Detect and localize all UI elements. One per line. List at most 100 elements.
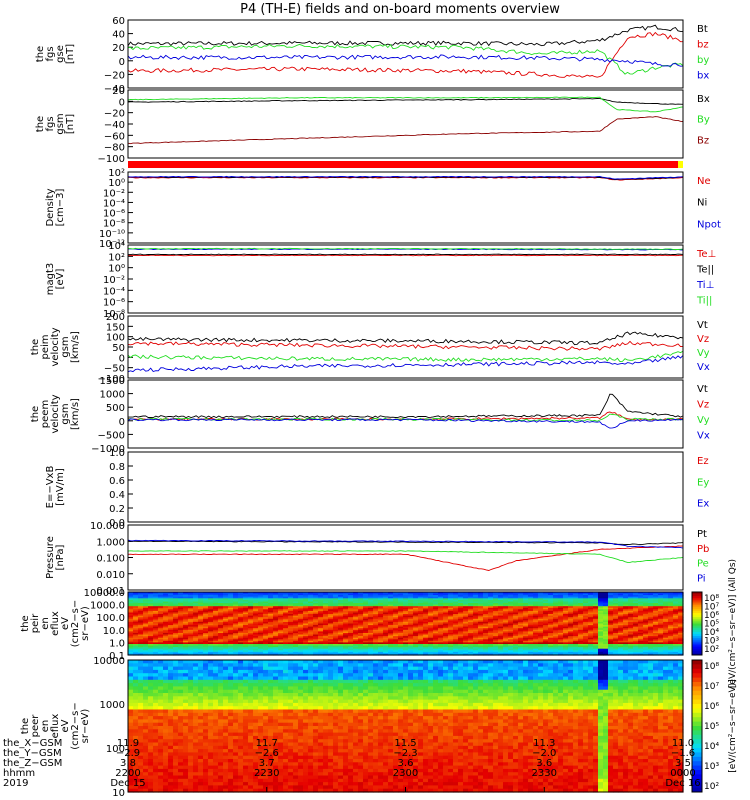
heatmap-cell (228, 640, 234, 643)
heatmap-cell (183, 637, 189, 640)
heatmap-cell (343, 606, 349, 609)
heatmap-cell (183, 612, 189, 615)
heatmap-cell (173, 607, 179, 610)
heatmap-cell (158, 618, 164, 621)
heatmap-cell (338, 647, 344, 650)
heatmap-cell (268, 640, 274, 643)
colorbar-segment (692, 623, 702, 627)
heatmap-cell (428, 598, 434, 601)
heatmap-cell (223, 618, 229, 621)
heatmap-cell (543, 607, 549, 610)
heatmap-cell (368, 645, 374, 648)
heatmap-cell (138, 755, 144, 760)
heatmap-cell (298, 647, 304, 650)
heatmap-cell (228, 621, 234, 625)
heatmap-cell (198, 612, 204, 615)
heatmap-cell (648, 606, 654, 609)
heatmap-cell (183, 636, 189, 639)
heatmap-cell (208, 634, 214, 637)
heatmap-cell (158, 645, 164, 648)
heatmap-cell (358, 606, 364, 609)
heatmap-cell (673, 650, 679, 653)
heatmap-cell (233, 607, 239, 610)
heatmap-cell (153, 666, 159, 671)
heatmap-cell (218, 604, 224, 607)
heatmap-cell (233, 604, 239, 607)
heatmap-cell (138, 702, 144, 707)
heatmap-cell (458, 610, 464, 614)
heatmap-cell (408, 603, 414, 606)
heatmap-cell (183, 617, 189, 620)
heatmap-cell (158, 596, 164, 599)
heatmap-cell (368, 647, 374, 650)
heatmap-cell (143, 745, 149, 750)
heatmap-cell (518, 617, 524, 620)
heatmap-cell (618, 617, 624, 620)
heatmap-cell (443, 634, 449, 637)
heatmap-cell (393, 596, 399, 599)
heatmap-cell (248, 603, 254, 606)
heatmap-cell (128, 765, 134, 770)
heatmap-cell (553, 614, 559, 617)
heatmap-cell (588, 596, 594, 599)
heatmap-cell (243, 628, 249, 631)
heatmap-cell (128, 592, 134, 595)
heatmap-cell (198, 606, 204, 609)
heatmap-cell (618, 625, 624, 628)
heatmap-cell (483, 621, 489, 625)
heatmap-cell (293, 642, 299, 645)
heatmap-cell (483, 618, 489, 621)
heatmap-cell (383, 647, 389, 650)
heatmap-cell (388, 647, 394, 650)
heatmap-cell (278, 592, 284, 595)
heatmap-cell (458, 609, 464, 612)
heatmap-cell (473, 601, 479, 604)
heatmap-cell (353, 645, 359, 648)
heatmap-cell (663, 629, 669, 632)
heatmap-cell (523, 610, 529, 614)
heatmap-cell (413, 604, 419, 607)
heatmap-cell (678, 631, 684, 634)
heatmap-cell (308, 612, 314, 615)
heatmap-cell (163, 644, 169, 647)
heatmap-cell (153, 623, 159, 626)
heatmap-cell (418, 593, 424, 596)
heatmap-cell (628, 628, 634, 631)
heatmap-cell (153, 696, 159, 701)
heatmap-cell (518, 625, 524, 628)
heatmap-cell (138, 663, 144, 668)
heatmap-cell (493, 628, 499, 631)
heatmap-cell (633, 607, 639, 610)
heatmap-cell (313, 640, 319, 643)
heatmap-cell (593, 598, 599, 601)
heatmap-cell (583, 628, 589, 631)
heatmap-cell (518, 609, 524, 612)
heatmap-cell (343, 645, 349, 648)
heatmap-cell (163, 599, 169, 603)
heatmap-cell (623, 631, 629, 634)
heatmap-cell (648, 610, 654, 614)
heatmap-cell (313, 631, 319, 634)
heatmap-cell (463, 592, 469, 595)
heatmap-cell (568, 637, 574, 640)
heatmap-cell (508, 650, 514, 653)
heatmap-cell (163, 592, 169, 595)
heatmap-cell (678, 621, 684, 625)
y-axis-label: magt3 (45, 263, 56, 296)
heatmap-cell (173, 647, 179, 650)
heatmap-cell (183, 603, 189, 606)
heatmap-cell (378, 648, 384, 651)
heatmap-cell (198, 642, 204, 645)
heatmap-cell (163, 628, 169, 631)
heatmap-cell (168, 642, 174, 645)
heatmap-cell (543, 603, 549, 606)
heatmap-cell (318, 606, 324, 609)
heatmap-cell (238, 615, 244, 618)
heatmap-cell (668, 636, 674, 639)
heatmap-cell (468, 648, 474, 651)
heatmap-cell (173, 609, 179, 612)
heatmap-cell (493, 644, 499, 647)
heatmap-cell (193, 631, 199, 634)
heatmap-cell (158, 709, 164, 714)
heatmap-cell (328, 650, 334, 653)
